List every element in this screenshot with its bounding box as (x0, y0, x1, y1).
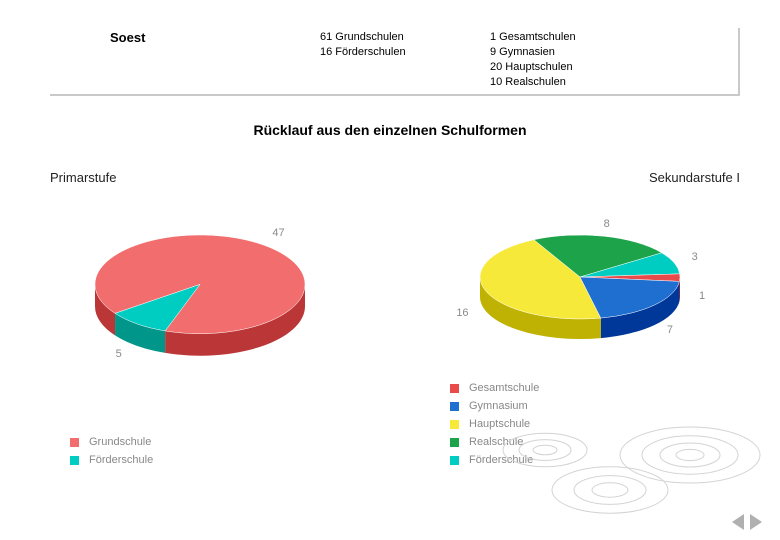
legend-item: Gymnasium (450, 400, 539, 412)
legend-label: Grundschule (89, 436, 151, 448)
region-title: Soest (110, 30, 145, 45)
slide-nav (726, 514, 762, 530)
pie-svg (20, 210, 380, 405)
pie-callout: 8 (604, 218, 610, 230)
header-line: 61 Grundschulen (320, 30, 406, 45)
legend-label: Förderschule (89, 454, 153, 466)
chart-title: Rücklauf aus den einzelnen Schulformen (0, 122, 780, 138)
header-line: 10 Realschulen (490, 75, 576, 90)
chart-legend: Gesamtschule Gymnasium Hauptschule Realschu… (450, 382, 539, 472)
pie-callout: 16 (456, 307, 468, 319)
header-block: Soest 61 Grundschulen16 Förderschulen 1 … (50, 28, 740, 96)
pie-callout: 47 (272, 227, 284, 239)
pie-chart-primarstufe: 47 5 Grundschule Förderschule (20, 190, 380, 480)
legend-item: Grundschule (70, 436, 153, 448)
legend-item: Förderschule (450, 454, 539, 466)
legend-swatch (450, 420, 459, 429)
chart-left-label: Primarstufe (50, 170, 116, 185)
pie-svg (400, 210, 760, 405)
legend-label: Hauptschule (469, 418, 530, 430)
legend-swatch (450, 402, 459, 411)
legend-label: Realschule (469, 436, 523, 448)
legend-item: Förderschule (70, 454, 153, 466)
legend-item: Hauptschule (450, 418, 539, 430)
pie-chart-sekundarstufe: 16 8 3 1 7 Gesamtschule Gymnasium Hauptschule Re… (400, 190, 760, 480)
prev-slide-icon[interactable] (732, 514, 744, 530)
pie-callout: 7 (667, 324, 673, 336)
next-slide-icon[interactable] (750, 514, 762, 530)
legend-item: Realschule (450, 436, 539, 448)
header-line: 20 Hauptschulen (490, 60, 576, 75)
chart-legend: Grundschule Förderschule (70, 436, 153, 472)
legend-swatch (70, 438, 79, 447)
header-col-1: 61 Grundschulen16 Förderschulen (320, 30, 406, 60)
legend-swatch (450, 438, 459, 447)
header-line: 1 Gesamtschulen (490, 30, 576, 45)
legend-label: Gesamtschule (469, 382, 539, 394)
legend-swatch (450, 456, 459, 465)
pie-callout: 1 (699, 290, 705, 302)
legend-label: Förderschule (469, 454, 533, 466)
legend-swatch (70, 456, 79, 465)
header-line: 16 Förderschulen (320, 45, 406, 60)
pie-callout: 3 (692, 251, 698, 263)
slide-page: Soest 61 Grundschulen16 Förderschulen 1 … (0, 0, 780, 540)
legend-label: Gymnasium (469, 400, 528, 412)
header-line: 9 Gymnasien (490, 45, 576, 60)
legend-item: Gesamtschule (450, 382, 539, 394)
pie-callout: 5 (116, 348, 122, 360)
legend-swatch (450, 384, 459, 393)
header-col-2: 1 Gesamtschulen9 Gymnasien20 Hauptschule… (490, 30, 576, 89)
chart-right-label: Sekundarstufe I (649, 170, 740, 185)
